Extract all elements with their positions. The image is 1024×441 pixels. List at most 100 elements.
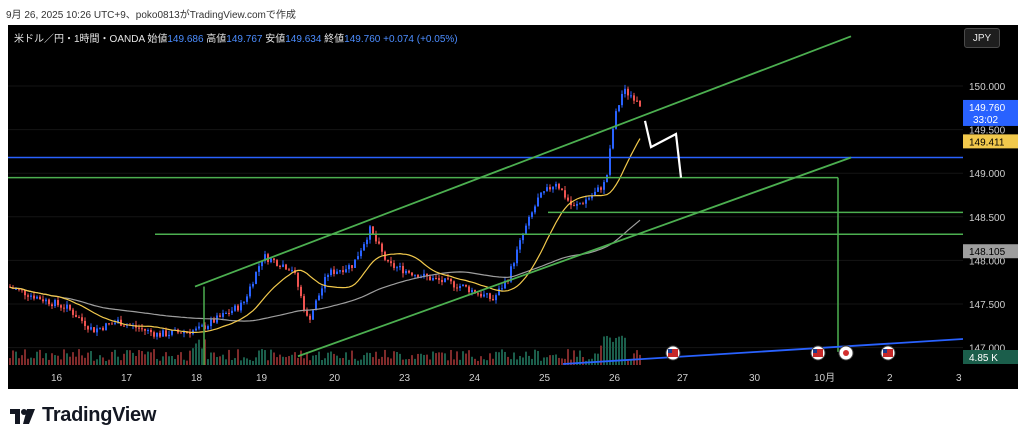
- price-tick-label: 150.000: [969, 82, 1006, 93]
- volume-bar: [522, 357, 524, 365]
- candle-body: [585, 199, 587, 204]
- volume-bar: [534, 349, 536, 365]
- candle-body: [108, 323, 110, 325]
- chart-area[interactable]: [8, 25, 964, 365]
- candle-body: [369, 226, 371, 240]
- volume-bar: [450, 349, 452, 365]
- candle-body: [219, 315, 221, 317]
- candle-body: [114, 322, 116, 324]
- candle-body: [36, 296, 38, 299]
- volume-bar: [348, 359, 350, 365]
- volume-bar: [192, 348, 194, 365]
- candle-body: [537, 197, 539, 207]
- volume-bar: [312, 355, 314, 365]
- candle-body: [279, 265, 281, 267]
- time-tick-label: 23: [399, 373, 411, 384]
- candle-body: [30, 295, 32, 297]
- blue-trend-line: [562, 338, 964, 365]
- candle-body: [408, 270, 410, 273]
- candle-body: [165, 330, 167, 337]
- candle-body: [483, 294, 485, 297]
- event-marker-canton: [668, 349, 672, 353]
- volume-bar: [132, 352, 134, 365]
- candle-body: [309, 315, 311, 320]
- tradingview-logo[interactable]: TradingView: [10, 404, 156, 427]
- candle-body: [168, 334, 170, 337]
- price-current-label: 149.760: [969, 103, 1006, 114]
- volume-bar: [369, 353, 371, 365]
- price-tick-label: 147.000: [969, 344, 1006, 355]
- candle-body: [639, 100, 641, 107]
- volume-bar: [66, 353, 68, 365]
- volume-bar: [45, 353, 47, 365]
- candle-body: [558, 183, 560, 189]
- candle-body: [87, 326, 89, 330]
- volume-bar: [201, 348, 203, 365]
- chart-canvas[interactable]: [8, 25, 964, 365]
- volume-bar: [84, 357, 86, 365]
- volume-bar: [15, 351, 17, 365]
- candle-body: [333, 269, 335, 274]
- volume-bar: [354, 358, 356, 365]
- us-flag-icon: [880, 345, 896, 361]
- volume-bar: [543, 357, 545, 365]
- currency-button[interactable]: JPY: [964, 28, 1000, 48]
- volume-bar: [237, 349, 239, 365]
- volume-bar: [135, 356, 137, 365]
- volume-bar: [456, 351, 458, 365]
- candle-body: [84, 320, 86, 327]
- volume-bar: [336, 355, 338, 365]
- volume-bar: [363, 355, 365, 365]
- candle-body: [321, 288, 323, 296]
- candle-body: [516, 249, 518, 264]
- volume-bar: [261, 349, 263, 365]
- time-tick-label: 2: [887, 373, 893, 384]
- volume-bar: [573, 350, 575, 365]
- time-axis-canvas: 16 17 18 19 20 23 24 25 26 27 30 10月 2 3: [51, 372, 962, 384]
- candle-body: [546, 187, 548, 192]
- candle-body: [261, 261, 263, 267]
- candle-body: [441, 279, 443, 283]
- candle-body: [210, 319, 212, 327]
- candle-body: [540, 192, 542, 198]
- volume-bar: [159, 360, 161, 365]
- volume-bar: [99, 355, 101, 365]
- volume-bar: [525, 351, 527, 365]
- candle-body: [381, 243, 383, 252]
- volume-bar: [69, 356, 71, 365]
- event-marker-stripes: [883, 349, 893, 357]
- volume-bar: [636, 350, 638, 365]
- candle-body: [615, 111, 617, 129]
- time-axis[interactable]: 16 17 18 19 20 23 24 25 26 27 30 10月 2 3: [8, 365, 1018, 389]
- volume-bar: [426, 354, 428, 365]
- volume-bar: [111, 351, 113, 365]
- event-marker-stripes: [668, 349, 678, 357]
- time-tick-label: 30: [749, 373, 761, 384]
- volume-bar: [189, 350, 191, 365]
- symbol-name: 米ドル／円・1時間・OANDA: [14, 34, 145, 45]
- low-value: 149.634: [285, 34, 322, 45]
- candle-body: [579, 203, 581, 205]
- volume-bar: [570, 359, 572, 365]
- volume-bar: [423, 354, 425, 365]
- volume-bar: [93, 360, 95, 365]
- volume-bar: [162, 356, 164, 365]
- volume-bar: [507, 356, 509, 365]
- volume-bar: [129, 350, 131, 365]
- volume-bar: [495, 351, 497, 365]
- candle-body: [435, 277, 437, 279]
- event-marker-dot: [843, 350, 849, 356]
- high-value: 149.767: [226, 34, 263, 45]
- volume-bar: [39, 349, 41, 365]
- volume-bar: [351, 350, 353, 365]
- volume-bar: [327, 352, 329, 365]
- candle-body: [105, 323, 107, 331]
- price-axis[interactable]: 147.000 147.500 148.000 148.500 149.000 149.5…: [963, 25, 1018, 365]
- volume-bar: [411, 355, 413, 365]
- volume-bar: [306, 352, 308, 365]
- volume-bar: [267, 360, 269, 365]
- volume-bar: [120, 360, 122, 365]
- volume-bar: [36, 351, 38, 365]
- change-value: +0.074 (+0.05%): [383, 34, 458, 45]
- candle-body: [207, 326, 209, 329]
